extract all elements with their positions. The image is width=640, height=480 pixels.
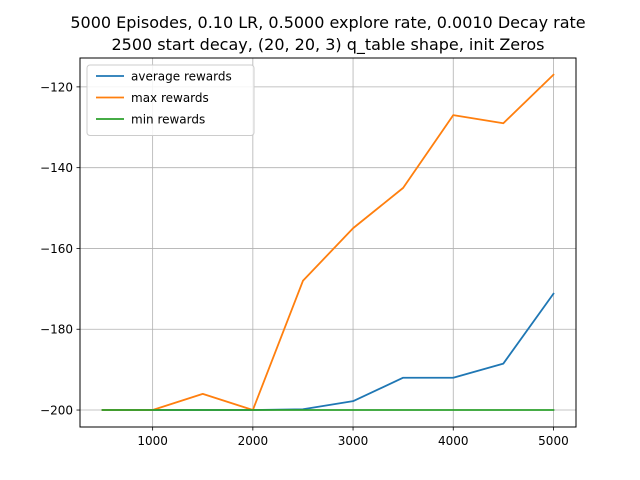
x-tick-label: 5000 xyxy=(538,434,569,448)
x-tick-label: 2000 xyxy=(238,434,269,448)
legend-box xyxy=(86,64,255,136)
chart-title-line-2: 2500 start decay, (20, 20, 3) q_table sh… xyxy=(112,35,545,55)
legend-label: min rewards xyxy=(131,113,205,127)
x-tick-label: 4000 xyxy=(438,434,469,448)
series-line-max-rewards xyxy=(101,73,555,411)
series-group xyxy=(101,73,555,411)
x-tick-label: 1000 xyxy=(137,434,168,448)
y-tick-label: −140 xyxy=(40,161,73,175)
legend-label: average rewards xyxy=(131,70,232,84)
chart-title-line-1: 5000 Episodes, 0.10 LR, 0.5000 explore r… xyxy=(70,13,585,32)
legend: average rewards max rewards min rewards xyxy=(86,64,255,136)
legend-label: max rewards xyxy=(131,91,209,105)
y-tick-label: −180 xyxy=(40,323,73,337)
y-tick-label: −120 xyxy=(40,80,73,94)
plot-frame xyxy=(79,57,577,428)
x-tick-label: 3000 xyxy=(338,434,369,448)
axis-ticks: 1000 2000 3000 4000 5000 −200 −180 −160 −140 −120 xyxy=(40,80,569,448)
y-tick-label: −160 xyxy=(40,242,73,256)
y-tick-label: −200 xyxy=(40,404,73,418)
